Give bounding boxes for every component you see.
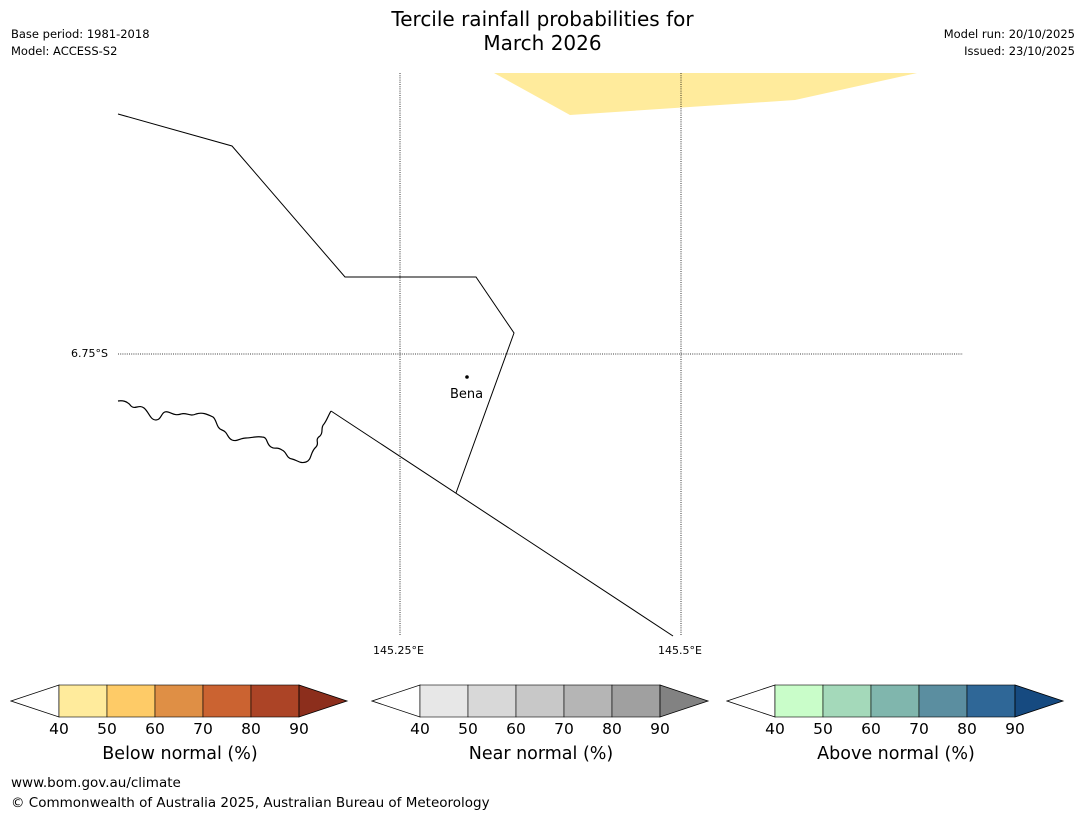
model-run-text: Model run: 20/10/2025 xyxy=(943,27,1075,41)
below-normal-shaded-area xyxy=(494,73,917,115)
cb-near-over-arrow xyxy=(659,684,710,718)
cb2-tick-80: 80 xyxy=(602,720,622,738)
cb-above-under-arrow xyxy=(726,684,776,718)
cb-above-bin-1 xyxy=(774,684,824,718)
cb-below-over-arrow xyxy=(298,684,349,718)
colorbar-above-normal-scale xyxy=(726,684,1065,718)
colorbar-near-normal-scale xyxy=(371,684,710,718)
cb-below-bin-1 xyxy=(58,684,108,718)
cb-above-bin-5 xyxy=(966,684,1016,718)
cb-below-bin-4 xyxy=(202,684,252,718)
map-panel xyxy=(117,73,963,637)
cb3-tick-90: 90 xyxy=(1005,720,1025,738)
footer-copyright: © Commonwealth of Australia 2025, Austra… xyxy=(11,795,490,811)
cb3-tick-50: 50 xyxy=(813,720,833,738)
colorbar-near-normal: 40 50 60 70 80 90 Near normal (%) xyxy=(371,684,711,774)
cb-below-bin-3 xyxy=(154,684,204,718)
colorbar-below-normal-scale xyxy=(10,684,349,718)
title-line-2: March 2026 xyxy=(483,31,602,55)
cb1-tick-80: 80 xyxy=(241,720,261,738)
cb-near-bin-5 xyxy=(611,684,661,718)
lon-label-145-25: 145.25°E xyxy=(373,644,424,657)
colorbar-near-normal-label: Near normal (%) xyxy=(468,744,614,764)
cb1-tick-90: 90 xyxy=(289,720,309,738)
cb1-tick-40: 40 xyxy=(49,720,69,738)
cb2-tick-90: 90 xyxy=(650,720,670,738)
cb-above-bin-4 xyxy=(918,684,968,718)
base-period-text: Base period: 1981-2018 xyxy=(11,27,150,41)
model-text: Model: ACCESS-S2 xyxy=(11,44,118,58)
cb-below-bin-5 xyxy=(250,684,300,718)
colorbar-above-normal-label: Above normal (%) xyxy=(817,744,975,764)
cb2-tick-70: 70 xyxy=(554,720,574,738)
cb-near-under-arrow xyxy=(371,684,421,718)
lat-label: 6.75°S xyxy=(71,347,108,360)
province-boundary-north xyxy=(117,113,515,494)
footer-url[interactable]: www.bom.gov.au/climate xyxy=(11,775,181,791)
cb-above-bin-2 xyxy=(822,684,872,718)
cb3-tick-80: 80 xyxy=(957,720,977,738)
base-info: Base period: 1981-2018 Model: ACCESS-S2 xyxy=(11,26,150,60)
colorbar-below-normal-label: Below normal (%) xyxy=(102,744,258,764)
cb-below-bin-2 xyxy=(106,684,156,718)
cb-above-over-arrow xyxy=(1014,684,1065,718)
cb-below-under-arrow xyxy=(10,684,60,718)
cb3-tick-40: 40 xyxy=(765,720,785,738)
bena-marker xyxy=(465,375,469,379)
cb1-tick-50: 50 xyxy=(97,720,117,738)
colorbar-below-normal: 40 50 60 70 80 90 Below normal (%) xyxy=(10,684,350,774)
cb-near-bin-2 xyxy=(467,684,517,718)
cb1-tick-70: 70 xyxy=(193,720,213,738)
issued-text: Issued: 23/10/2025 xyxy=(964,44,1075,58)
lon-label-145-5: 145.5°E xyxy=(658,644,702,657)
cb2-tick-60: 60 xyxy=(506,720,526,738)
cb-near-bin-4 xyxy=(563,684,613,718)
colorbar-above-normal: 40 50 60 70 80 90 Above normal (%) xyxy=(726,684,1066,774)
map-title: Tercile rainfall probabilities for March… xyxy=(0,7,1085,55)
cb-near-bin-1 xyxy=(419,684,469,718)
cb-above-bin-3 xyxy=(870,684,920,718)
cb2-tick-40: 40 xyxy=(410,720,430,738)
cb3-tick-70: 70 xyxy=(909,720,929,738)
province-boundary-south xyxy=(330,410,674,637)
cb1-tick-60: 60 xyxy=(145,720,165,738)
river-coastline xyxy=(117,400,332,464)
cb3-tick-60: 60 xyxy=(861,720,881,738)
cb-near-bin-3 xyxy=(515,684,565,718)
run-info: Model run: 20/10/2025 Issued: 23/10/2025 xyxy=(944,26,1075,60)
title-line-1: Tercile rainfall probabilities for xyxy=(391,7,694,31)
place-label-bena: Bena xyxy=(450,387,484,402)
cb2-tick-50: 50 xyxy=(458,720,478,738)
